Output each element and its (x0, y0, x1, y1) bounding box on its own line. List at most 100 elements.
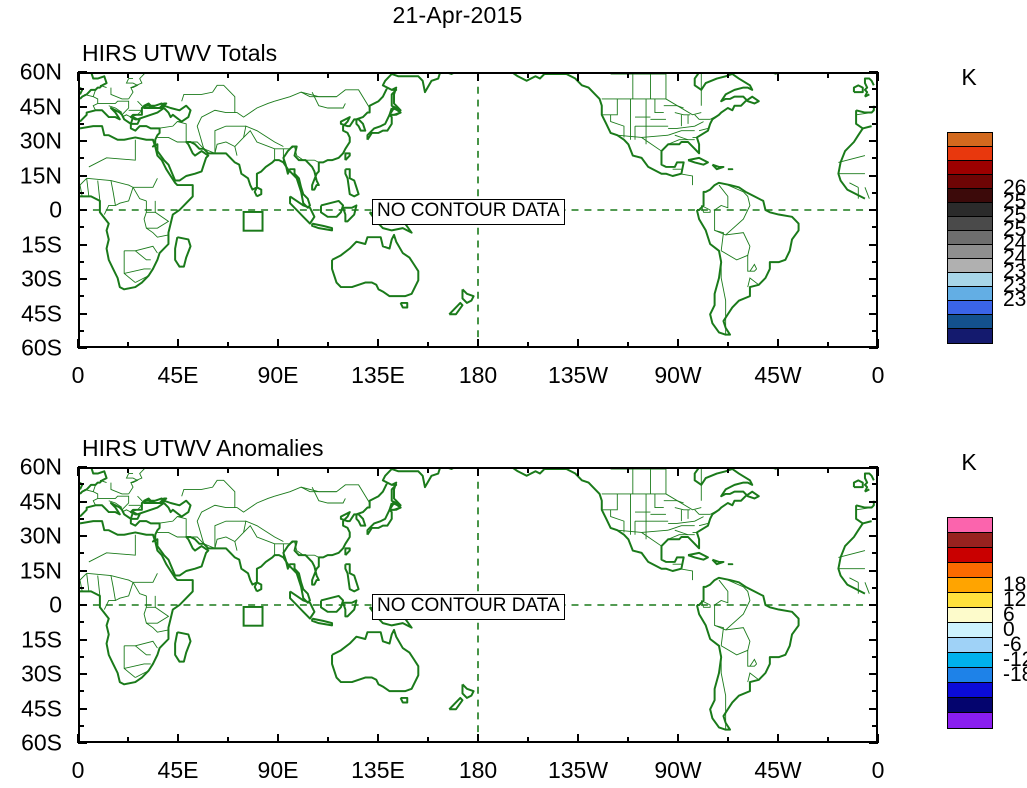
country-border (714, 210, 724, 251)
y-axis-tick (869, 673, 878, 675)
colorbar-band (948, 608, 992, 623)
country-border (274, 89, 371, 109)
country-border (128, 470, 143, 495)
country-border (667, 534, 689, 540)
x-axis-label: 90E (257, 362, 299, 388)
country-border (601, 493, 618, 511)
x-axis-label: 135E (351, 362, 405, 388)
country-border (300, 486, 337, 493)
country-border (665, 98, 702, 116)
colorbar-band (948, 683, 992, 698)
coastline (852, 479, 864, 489)
no-contour-data-badge-anomalies: NO CONTOUR DATA (372, 594, 565, 620)
y-axis-tick (78, 71, 87, 73)
y-axis-tick (78, 347, 87, 349)
coastline (695, 181, 800, 336)
y-axis-label: 45S (21, 695, 62, 721)
y-axis-minor-tick (78, 295, 84, 298)
y-axis-minor-tick (872, 552, 878, 555)
colorbar-band (948, 147, 992, 161)
coastline (342, 204, 358, 223)
x-axis-minor-tick (727, 737, 729, 743)
coastline (311, 222, 334, 232)
y-axis-tick (78, 742, 87, 744)
country-border (234, 129, 295, 150)
colorbar-unit-totals: K (961, 64, 977, 90)
country-border (84, 93, 99, 111)
country-border (157, 121, 187, 143)
country-border (181, 479, 236, 508)
country-border (214, 536, 238, 551)
colorbar-band (948, 533, 992, 548)
colorbar-band (948, 245, 992, 259)
country-border (674, 134, 695, 141)
coastline (687, 551, 709, 561)
colorbar-band (948, 698, 992, 713)
country-border (146, 227, 169, 238)
country-border (274, 484, 371, 504)
colorbar-tick-label: 242 (1003, 246, 1027, 269)
coastline (388, 107, 402, 116)
y-axis-tick (78, 243, 87, 246)
colorbar-tick-label: 254 (1003, 204, 1027, 227)
country-border (86, 573, 90, 592)
x-axis-tick (877, 72, 879, 81)
country-border (234, 524, 295, 545)
country-border (725, 184, 751, 236)
y-axis-tick (869, 535, 878, 537)
colorbar-tick-label: -12 (1003, 647, 1027, 671)
coastline (174, 236, 192, 268)
y-axis-tick (78, 140, 87, 142)
y-axis-minor-tick (872, 295, 878, 298)
country-border (103, 575, 116, 610)
coastline (344, 152, 351, 161)
colorbar-band (948, 578, 992, 593)
country-border (88, 139, 866, 168)
x-axis-tick (377, 467, 379, 476)
country-border (654, 493, 664, 508)
country-border (80, 572, 859, 583)
country-border (311, 486, 346, 504)
y-axis-label: 45N (19, 488, 62, 514)
x-axis-tick (777, 734, 779, 743)
x-axis-tick (577, 467, 579, 476)
x-axis-tick (677, 467, 679, 476)
y-axis-tick (869, 638, 878, 641)
coastline (695, 576, 800, 731)
y-axis-tick (869, 707, 878, 710)
x-axis-label: 90W (654, 757, 702, 783)
country-border (601, 98, 618, 116)
country-border (667, 525, 695, 531)
colorbar-band (948, 175, 992, 189)
coastline (388, 502, 402, 511)
x-axis-minor-tick (627, 72, 629, 78)
country-border (720, 645, 757, 667)
region-box-marker (242, 605, 264, 627)
coastline (711, 558, 725, 566)
x-axis-minor-tick (427, 467, 429, 473)
country-border (84, 488, 99, 506)
colorbar-band (948, 287, 992, 301)
coastline (342, 599, 358, 618)
y-axis-tick (78, 312, 87, 315)
country-border (135, 640, 158, 649)
coastline (711, 163, 725, 171)
coastline (512, 469, 760, 572)
y-axis-minor-tick (872, 517, 878, 520)
country-border (125, 78, 139, 89)
country-border (714, 579, 729, 606)
y-axis-tick (869, 569, 878, 572)
y-axis-label: 0 (49, 196, 62, 223)
country-border (108, 500, 123, 508)
country-border (123, 645, 136, 678)
colorbar-band (948, 668, 992, 683)
coastline (80, 74, 875, 209)
y-axis-label: 45S (21, 300, 62, 326)
country-border (749, 263, 758, 272)
y-axis-tick (869, 466, 878, 468)
country-border (694, 114, 711, 120)
country-border (115, 187, 134, 206)
y-axis-label: 0 (49, 591, 62, 618)
coastline (80, 472, 875, 493)
